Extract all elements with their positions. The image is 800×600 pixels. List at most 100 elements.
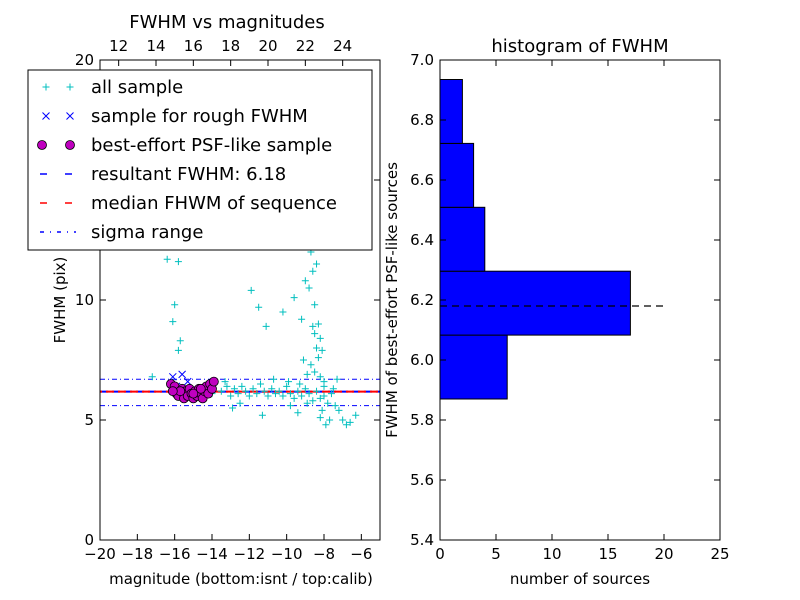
- histogram-bar: [439, 142, 475, 208]
- left-top-x-tick-label: 18: [221, 37, 240, 55]
- all-sample-point: [342, 421, 350, 429]
- all-sample-point: [148, 373, 156, 381]
- all-sample-point: [174, 346, 182, 354]
- legend-label: resultant FWHM: 6.18: [91, 164, 286, 185]
- right-x-tick-label: 20: [654, 545, 673, 563]
- right-ticks: 0 5 10 15 20 25 5.4 5.6 5.8 6.0 6.2 6.4 6.6 6.8 7.0: [410, 51, 729, 563]
- right-y-tick-label: 5.6: [410, 471, 434, 489]
- histogram-bar: [439, 270, 631, 336]
- histogram-bar: [439, 334, 508, 400]
- left-plot-area: [100, 248, 380, 429]
- all-sample-point: [268, 385, 276, 393]
- legend-marker-circle: [65, 140, 75, 150]
- all-sample-point: [223, 382, 231, 390]
- left-y-tick-label: 0: [84, 531, 94, 549]
- all-sample-point: [331, 402, 339, 410]
- left-x-tick-label: −14: [196, 545, 228, 563]
- all-sample-point: [309, 267, 317, 275]
- all-sample-point: [296, 380, 304, 388]
- right-y-tick-label: 6.8: [410, 111, 434, 129]
- all-sample-point: [313, 387, 321, 395]
- all-sample-point: [318, 346, 326, 354]
- all-sample-point: [298, 315, 306, 323]
- left-top-x-tick-label: 12: [109, 37, 128, 55]
- all-sample-point: [257, 380, 265, 388]
- legend-marker-plus: [66, 83, 74, 91]
- all-sample-point: [314, 354, 322, 362]
- left-panel: FWHM vs magnitudes −20 −18 −16 −14 −12 −10 −8−…: [27, 12, 381, 588]
- all-sample-point: [326, 416, 334, 424]
- all-sample-point: [327, 390, 335, 398]
- right-x-tick-label: 5: [491, 545, 501, 563]
- all-sample-point: [171, 301, 179, 309]
- right-title: histogram of FWHM: [491, 36, 668, 57]
- legend-label: all sample: [91, 77, 183, 98]
- all-sample-point: [320, 392, 328, 400]
- best-effort-point: [167, 386, 178, 397]
- all-sample-point: [305, 390, 313, 398]
- right-x-tick-label: 10: [542, 545, 561, 563]
- rough-sample-point: [178, 370, 186, 379]
- left-x-tick-label: −16: [159, 545, 191, 563]
- legend-label: sample for rough FWHM: [91, 106, 308, 127]
- all-sample-point: [238, 382, 246, 390]
- all-sample-point: [303, 370, 311, 378]
- all-sample-point: [221, 378, 229, 386]
- all-sample-point: [311, 368, 319, 376]
- right-ylabel: FWHM of best-effort PSF-like sources: [383, 162, 401, 438]
- right-y-tick-label: 6.4: [410, 231, 434, 249]
- all-sample-point: [316, 373, 324, 381]
- all-sample-point: [339, 416, 347, 424]
- all-sample-point: [255, 303, 263, 311]
- all-sample-point: [311, 301, 319, 309]
- all-sample-point: [230, 385, 238, 393]
- right-y-tick-label: 5.4: [410, 531, 434, 549]
- best-effort-point: [195, 383, 206, 394]
- all-sample-point: [262, 322, 270, 330]
- best-effort-point: [188, 388, 199, 399]
- all-sample-point: [290, 394, 298, 402]
- left-top-x-tick-label: 14: [146, 37, 165, 55]
- all-sample-point: [301, 277, 309, 285]
- all-sample-point: [242, 387, 250, 395]
- all-sample-point: [286, 390, 294, 398]
- all-sample-point: [311, 330, 319, 338]
- all-sample-point: [169, 318, 177, 326]
- right-panel: histogram of FWHM 0 5 10 15 20 25 5.4 5.6 5.8 6.0…: [383, 36, 730, 588]
- legend-marker-plus: [42, 83, 50, 91]
- all-sample-point: [313, 344, 321, 352]
- left-y-tick-label: 10: [75, 291, 94, 309]
- all-sample-point: [335, 406, 343, 414]
- all-sample-point: [294, 409, 302, 417]
- all-sample-point: [275, 387, 283, 395]
- all-sample-point: [176, 337, 184, 345]
- all-sample-point: [352, 411, 360, 419]
- right-y-tick-label: 6.6: [410, 171, 434, 189]
- right-x-tick-label: 15: [598, 545, 617, 563]
- left-legend: all sample sample for rough FWHM best-effo…: [27, 69, 373, 251]
- all-sample-point: [264, 392, 272, 400]
- left-top-x-tick-label: 16: [184, 37, 203, 55]
- all-sample-point: [234, 390, 242, 398]
- left-title: FWHM vs magnitudes: [129, 12, 324, 33]
- left-top-x-tick-label: 20: [258, 37, 277, 55]
- all-sample-point: [229, 404, 237, 412]
- all-sample-point: [346, 418, 354, 426]
- all-sample-point: [283, 382, 291, 390]
- all-sample-point: [270, 375, 278, 383]
- all-sample-point: [271, 390, 279, 398]
- all-sample-point: [313, 260, 321, 268]
- all-sample-point: [329, 385, 337, 393]
- all-sample-point: [279, 308, 287, 316]
- left-x-tick-label: −18: [122, 545, 154, 563]
- legend-marker-circle: [37, 140, 47, 150]
- left-top-x-tick-label: 24: [333, 37, 352, 55]
- all-sample-point: [163, 255, 171, 263]
- all-sample-point: [324, 399, 332, 407]
- right-y-tick-label: 6.2: [410, 291, 434, 309]
- legend-box: [27, 69, 373, 251]
- all-sample-point: [258, 411, 266, 419]
- right-x-tick-label: 0: [435, 545, 445, 563]
- all-sample-point: [227, 392, 235, 400]
- histogram-bar: [439, 206, 486, 272]
